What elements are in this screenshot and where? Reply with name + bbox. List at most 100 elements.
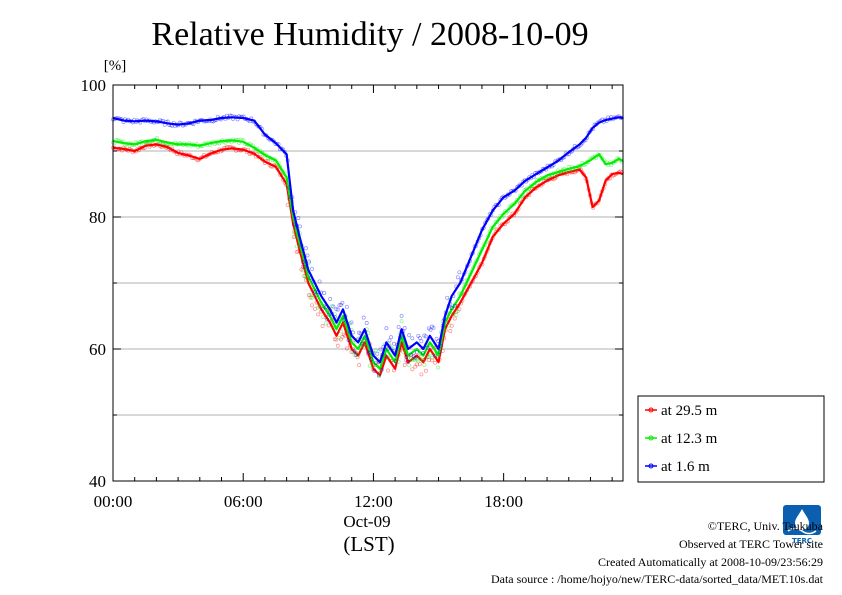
sample-point (326, 312, 331, 317)
legend-label: at 29.5 m (661, 403, 718, 419)
axis-ticks (112, 84, 623, 482)
sample-point (457, 270, 462, 275)
sample-point (430, 324, 434, 329)
sample-point (449, 323, 454, 328)
y-tick-label: 40 (89, 472, 106, 491)
x-tick-label: 12:00 (354, 492, 393, 511)
sample-point (423, 334, 428, 339)
sample-point (389, 335, 393, 340)
sample-point (375, 351, 380, 356)
legend-marker (648, 463, 654, 469)
legend-label: at 1.6 m (661, 459, 710, 475)
legend: at 29.5 m at 12.3 m at 1.6 m (637, 395, 825, 483)
sample-point (335, 343, 340, 348)
sample-point (317, 304, 322, 309)
sample-point (299, 267, 304, 272)
sample-point (454, 313, 459, 317)
sample-point (392, 341, 396, 346)
sample-point (410, 336, 415, 341)
sample-point (413, 364, 418, 369)
sample-point (382, 353, 387, 358)
y-tick-label: 60 (89, 340, 106, 359)
sample-point (445, 295, 450, 300)
x-tick-label: 00:00 (94, 492, 133, 511)
sample-point (338, 329, 343, 334)
sample-point (407, 333, 412, 338)
sample-point (357, 330, 362, 335)
sample-point (449, 306, 454, 311)
sample-point (370, 363, 375, 368)
x-tick-label: 06:00 (224, 492, 263, 511)
sample-point (329, 304, 334, 309)
chart-title: Relative Humidity / 2008-10-09 (151, 16, 588, 53)
sample-point (408, 352, 413, 357)
sample-point (448, 329, 453, 333)
footer-copyright: ©TERC, Univ. Tsukuba (708, 519, 824, 533)
sample-point (320, 306, 325, 311)
sample-point (379, 367, 384, 372)
sample-point (407, 363, 412, 368)
sample-point (302, 273, 307, 278)
sample-point (416, 333, 421, 338)
sample-point (313, 306, 317, 311)
grid-lines (113, 150, 623, 416)
series-1 (111, 136, 624, 379)
sample-point (361, 343, 366, 348)
legend-marker (648, 435, 654, 441)
sample-point (420, 357, 425, 362)
sample-point (310, 266, 314, 271)
sample-point (320, 324, 325, 328)
sample-point (384, 326, 389, 331)
sample-point (457, 307, 462, 312)
sample-point (334, 307, 339, 312)
sample-point (316, 312, 321, 317)
x-axis-timezone-label: (LST) (343, 532, 394, 556)
y-tick-label: 80 (89, 208, 106, 227)
sample-point (393, 359, 398, 364)
footer-created: Created Automatically at 2008-10-09/23:5… (598, 555, 823, 569)
sample-point (346, 338, 351, 343)
sample-point (422, 363, 427, 368)
sample-point (402, 326, 407, 331)
sample-point (413, 355, 418, 360)
sample-point (313, 289, 317, 294)
sample-point (303, 246, 308, 251)
sample-point (455, 309, 460, 313)
sample-point (396, 324, 401, 329)
sample-point (310, 303, 314, 308)
series-line (112, 143, 624, 377)
sample-point (434, 336, 439, 341)
y-axis-unit: [%] (104, 58, 127, 74)
sample-point (386, 355, 390, 360)
sample-point (437, 349, 442, 354)
sample-point (372, 369, 377, 373)
sample-point (399, 319, 404, 324)
sample-point (305, 253, 310, 258)
sample-point (291, 229, 296, 234)
sample-point (436, 365, 441, 370)
sample-point (354, 352, 359, 357)
sample-point (364, 321, 369, 325)
sample-point (325, 317, 330, 322)
sample-point (340, 334, 345, 339)
logo-text: TERC (792, 537, 812, 545)
series-2 (111, 113, 624, 378)
legend-marker (648, 407, 654, 413)
sample-point (369, 357, 374, 362)
sample-point (316, 305, 321, 310)
sample-point (428, 327, 433, 332)
sample-point (367, 363, 372, 368)
sample-point (338, 337, 343, 342)
sample-point (376, 373, 381, 378)
sample-point (376, 374, 381, 379)
sample-point (413, 358, 418, 363)
sample-point (378, 347, 383, 352)
sample-point (337, 335, 342, 340)
sample-point (410, 367, 415, 372)
sample-point (366, 350, 371, 355)
sample-point (452, 316, 457, 321)
sample-point (351, 349, 355, 354)
sample-point (317, 279, 322, 284)
footer-site: Observed at TERC Tower site (679, 537, 823, 551)
